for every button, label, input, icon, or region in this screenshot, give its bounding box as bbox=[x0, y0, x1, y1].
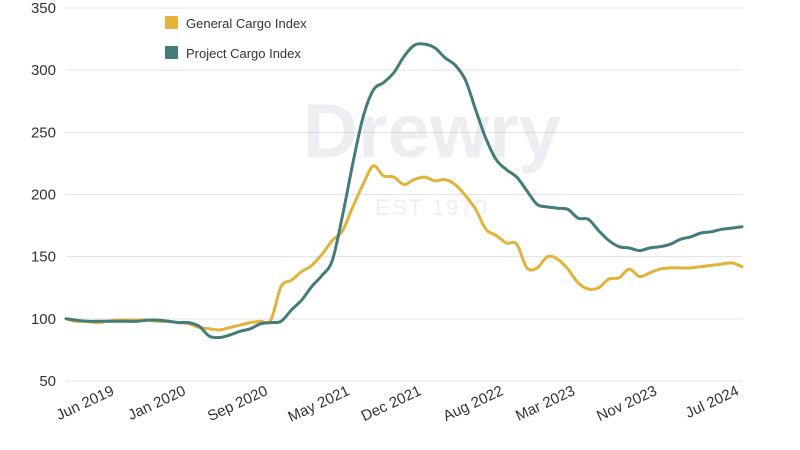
legend-label-project-cargo: Project Cargo Index bbox=[186, 46, 301, 61]
x-tick-label: Jun 2019 bbox=[54, 382, 117, 423]
y-tick-label: 250 bbox=[31, 124, 56, 141]
series-line-project-cargo[interactable] bbox=[64, 42, 744, 340]
grid-lines bbox=[66, 7, 742, 382]
x-tick-label: Mar 2023 bbox=[513, 382, 578, 424]
legend-label-general-cargo: General Cargo Index bbox=[186, 16, 307, 31]
y-tick-label: 150 bbox=[31, 249, 56, 266]
x-tick-label: May 2021 bbox=[285, 382, 352, 425]
x-axis-ticks: Jun 2019 Jan 2020 Sep 2020 May 2021 Dec 2021… bbox=[54, 382, 742, 425]
y-tick-label: 200 bbox=[31, 187, 56, 204]
legend: General Cargo Index Project Cargo Index bbox=[165, 16, 307, 61]
legend-item-general-cargo[interactable]: General Cargo Index bbox=[165, 16, 307, 31]
x-tick-label: Sep 2020 bbox=[205, 382, 270, 425]
y-tick-label: 100 bbox=[31, 311, 56, 328]
x-tick-label: Nov 2023 bbox=[594, 382, 659, 425]
y-tick-label: 50 bbox=[39, 373, 56, 390]
y-axis-ticks: 50 100 150 200 250 300 350 bbox=[31, 0, 56, 390]
x-tick-label: Dec 2021 bbox=[359, 382, 424, 425]
x-tick-label: Jan 2020 bbox=[125, 382, 188, 423]
x-tick-label: Aug 2022 bbox=[441, 382, 506, 425]
watermark-tagline: EST 1970 bbox=[375, 195, 488, 220]
legend-item-project-cargo[interactable]: Project Cargo Index bbox=[165, 46, 301, 61]
drewry-watermark-logo: Drewry EST 1970 bbox=[303, 89, 561, 220]
y-tick-label: 300 bbox=[31, 62, 56, 79]
x-tick-label: Jul 2024 bbox=[683, 382, 742, 421]
series-line-general-cargo[interactable] bbox=[64, 164, 744, 332]
watermark-brand: Drewry bbox=[303, 89, 561, 174]
legend-swatch-project-cargo bbox=[165, 46, 178, 59]
series-lines bbox=[64, 42, 744, 340]
legend-swatch-general-cargo bbox=[165, 16, 178, 29]
y-tick-label: 350 bbox=[31, 0, 56, 17]
